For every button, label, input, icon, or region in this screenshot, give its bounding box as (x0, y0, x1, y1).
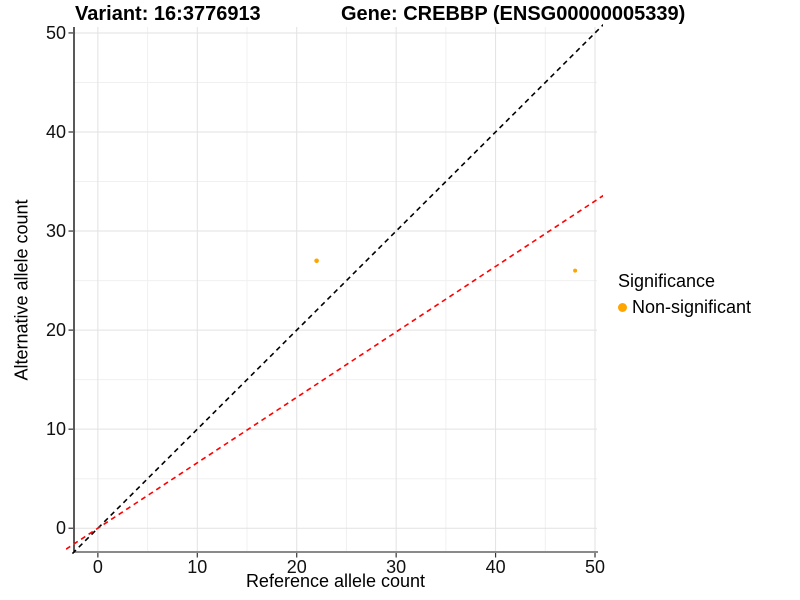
x-tick-label: 10 (187, 557, 207, 577)
x-tick-label: 50 (585, 557, 605, 577)
variant-title: Variant: 16:3776913 (75, 3, 261, 25)
data-point (314, 258, 319, 264)
legend-point-swatch (618, 303, 627, 312)
legend: Significance Non-significant (618, 271, 751, 318)
y-tick-label: 40 (46, 122, 66, 142)
gene-title: Gene: CREBBP (ENSG00000005339) (341, 3, 686, 25)
x-tick-label: 20 (287, 557, 307, 577)
y-tick-label: 30 (46, 221, 66, 241)
legend-title: Significance (618, 271, 716, 291)
x-tick-label: 0 (93, 557, 103, 577)
y-tick-label: 10 (46, 419, 66, 439)
x-axis-title: Reference allele count (245, 571, 426, 591)
y-tick-label: 0 (56, 518, 66, 538)
y-tick-label: 20 (46, 320, 66, 340)
legend-item: Non-significant (618, 297, 751, 318)
y-axis-title: Alternative allele count (11, 199, 32, 381)
fit-line (66, 194, 603, 550)
legend-item-label: Non-significant (632, 297, 752, 317)
y-tick-label: 50 (46, 23, 66, 43)
identity-line (68, 24, 603, 556)
x-tick-label: 40 (486, 557, 506, 577)
data-point (573, 268, 578, 273)
x-tick-label: 30 (386, 557, 406, 577)
